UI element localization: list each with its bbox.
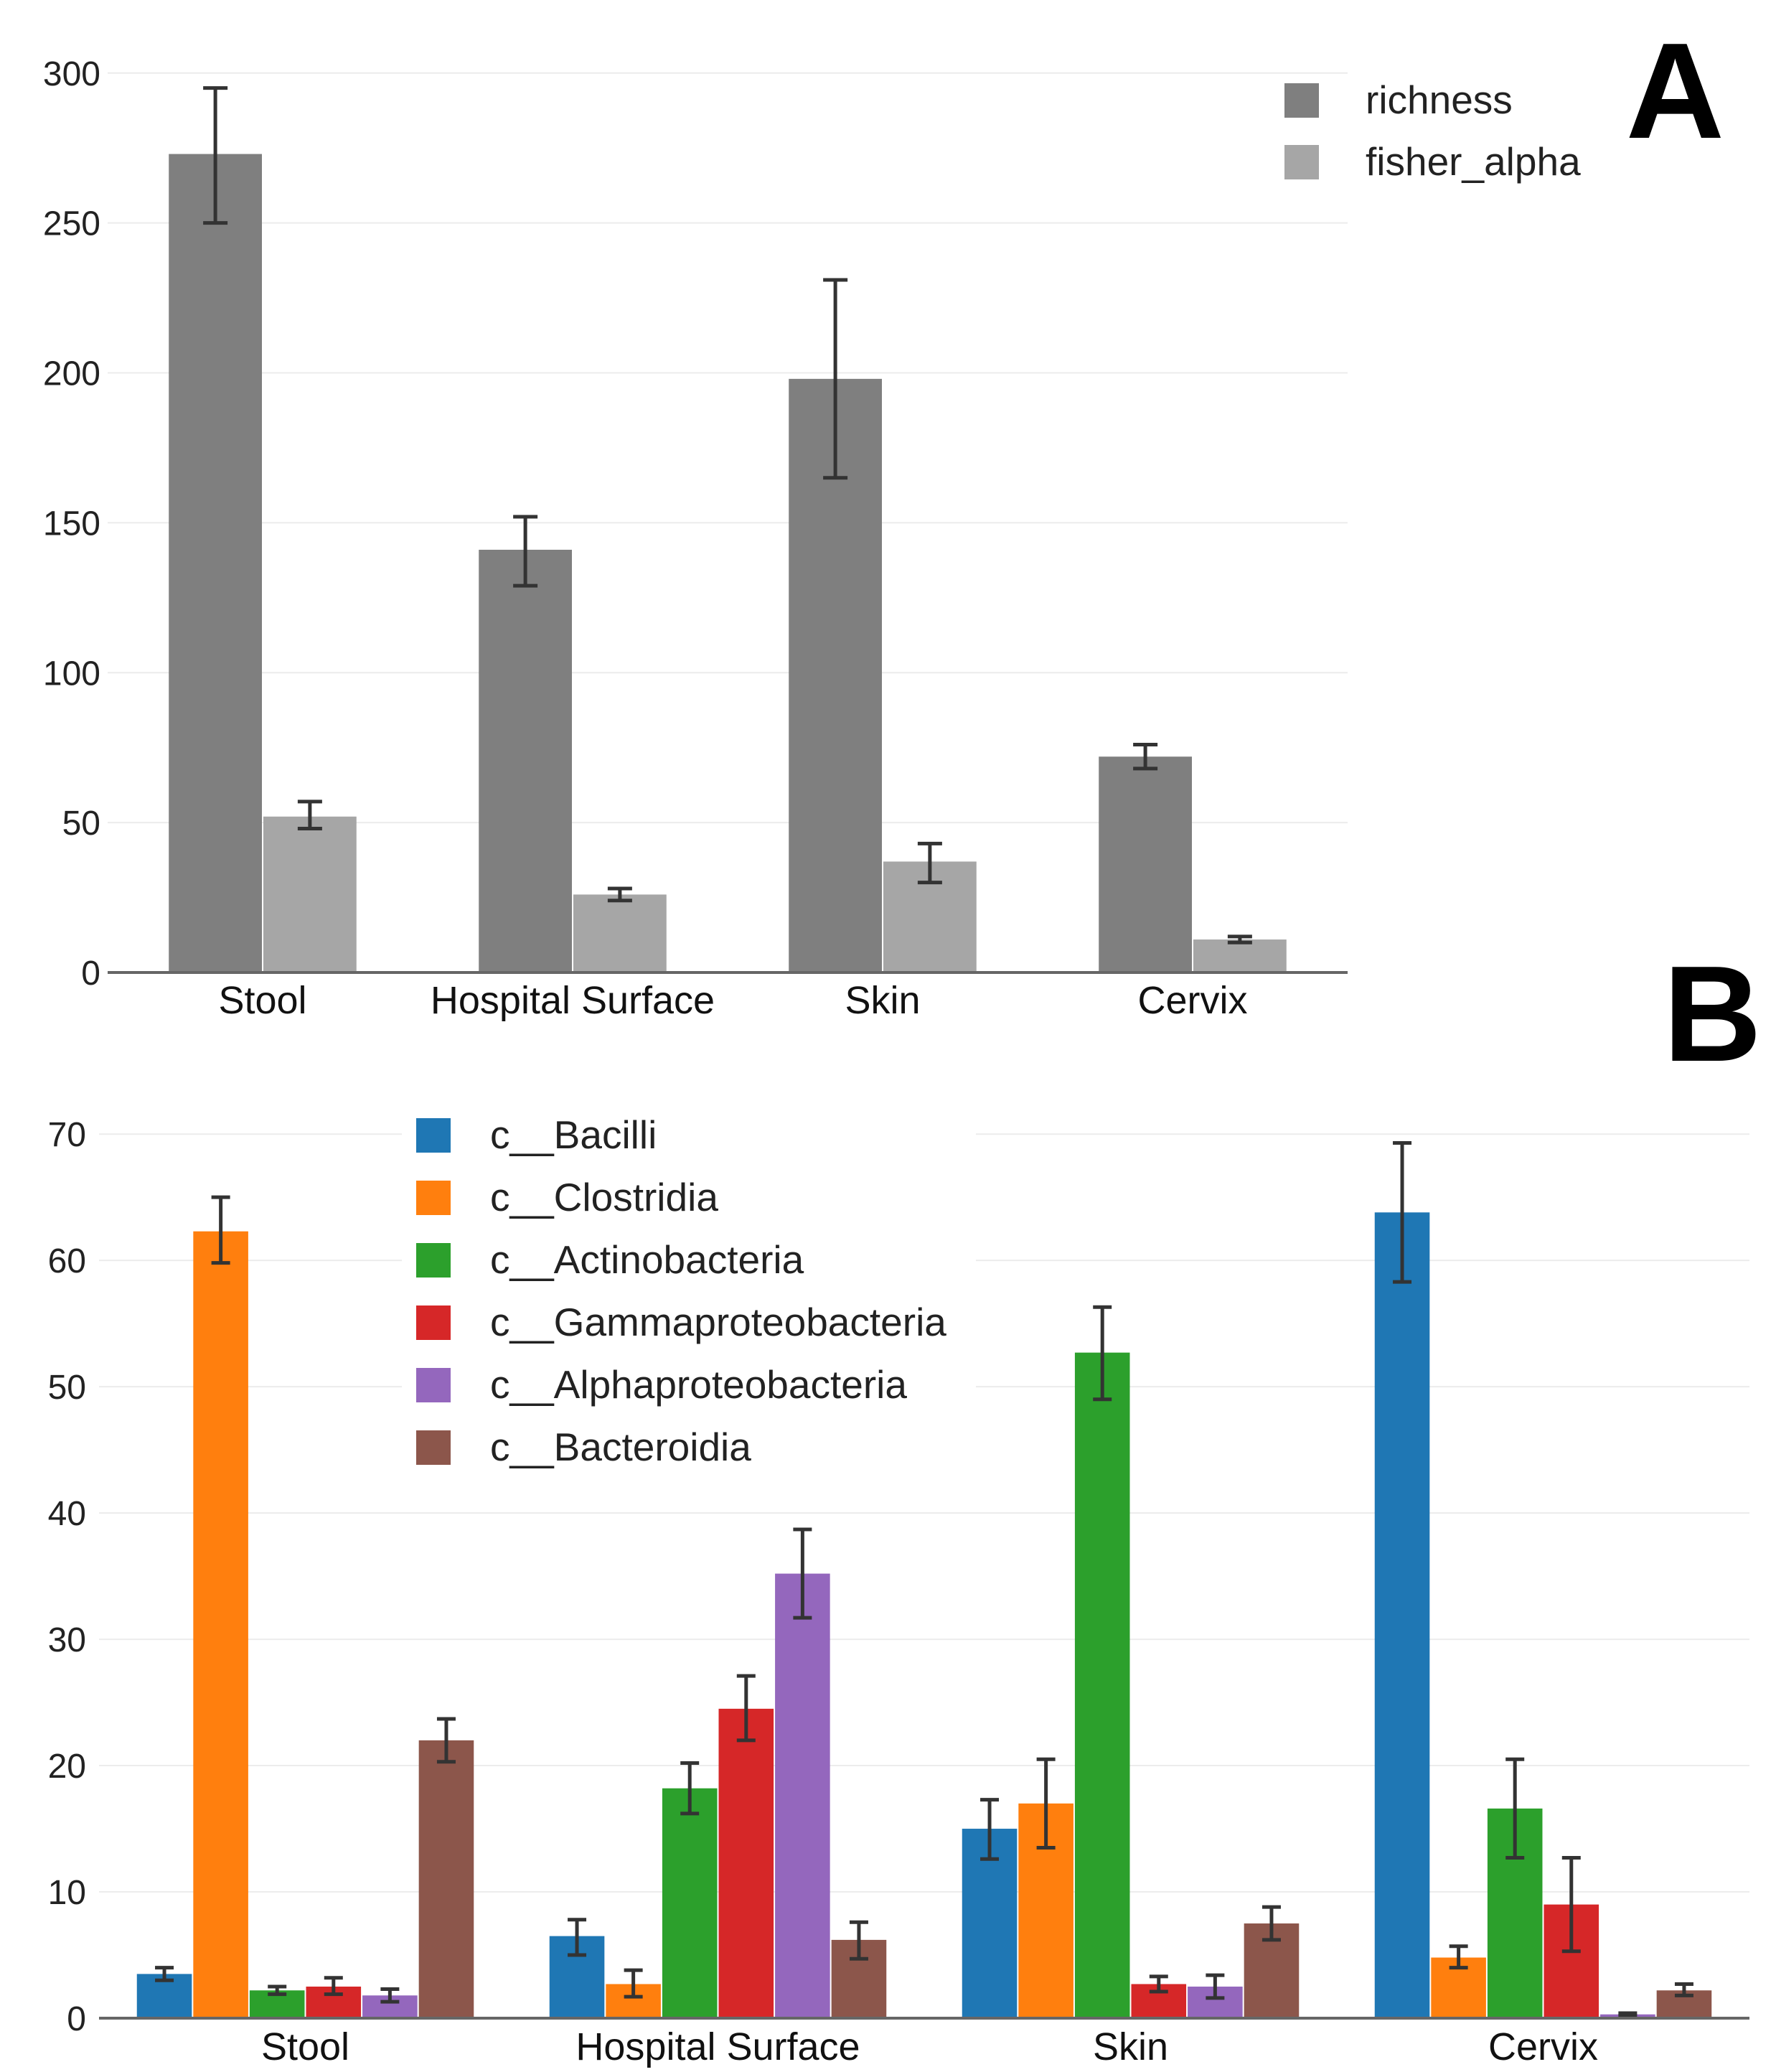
- chart-b: 0 10 20 30 40 50 60 70 Stool Hospital Surface Skin…: [48, 1105, 1749, 2068]
- y-tick-label: 150: [43, 505, 100, 543]
- legend-swatch: [416, 1181, 451, 1215]
- legend-swatch: [416, 1305, 451, 1340]
- bar-c--actinobacteria-skin: [1074, 1352, 1130, 2018]
- error-bar: [211, 1195, 230, 1265]
- error-bar: [1449, 1944, 1468, 1970]
- y-tick-label: 300: [43, 55, 100, 93]
- legend-swatch: [416, 1368, 451, 1402]
- legend: c__Bacilli c__Clostridia c__Actinobacteria…: [402, 1105, 976, 1478]
- error-bar: [1227, 934, 1252, 944]
- error-bar: [793, 1527, 812, 1620]
- x-category-label: Cervix: [1137, 979, 1247, 1022]
- legend-label: c__Gammaproteobacteria: [490, 1300, 946, 1344]
- x-category-label: Hospital Surface: [575, 2025, 860, 2068]
- error-bar: [917, 841, 942, 885]
- y-tick-label: 200: [43, 355, 100, 393]
- bar-c--alphaproteobacteria-hospital-surface: [775, 1573, 830, 2018]
- error-bar: [1261, 1905, 1281, 1942]
- error-bar: [680, 1761, 700, 1816]
- error-bar: [1036, 1757, 1056, 1850]
- x-category-label: Skin: [845, 979, 920, 1022]
- x-category-label: Cervix: [1488, 2025, 1598, 2068]
- error-bar: [849, 1920, 868, 1961]
- error-bar: [1149, 1974, 1168, 1994]
- y-tick-label: 20: [48, 1748, 86, 1786]
- legend-background: [402, 1105, 976, 1478]
- error-bar: [1206, 1973, 1225, 2000]
- bar-c--bacteroidia-stool: [418, 1740, 474, 2018]
- error-bar: [1618, 2011, 1638, 2017]
- error-bar: [980, 1798, 1000, 1861]
- error-bar: [823, 278, 848, 480]
- legend-label: c__Alphaproteobacteria: [490, 1362, 907, 1407]
- error-bar: [624, 1968, 643, 1999]
- bar-richness-stool: [169, 154, 262, 973]
- y-tick-label: 0: [81, 955, 100, 993]
- error-bar: [513, 515, 538, 588]
- legend-label: c__Bacilli: [490, 1112, 657, 1157]
- y-tick-label: 250: [43, 205, 100, 243]
- error-bar: [1393, 1141, 1412, 1284]
- y-tick-label: 30: [48, 1621, 86, 1659]
- error-bar: [1505, 1757, 1525, 1860]
- bar-c--bacilli-cervix: [1374, 1212, 1430, 2018]
- error-bar: [1561, 1856, 1581, 1954]
- legend-label: fisher_alpha: [1366, 139, 1581, 184]
- x-category-label: Skin: [1093, 2025, 1168, 2068]
- bar-c--actinobacteria-hospital-surface: [662, 1788, 718, 2018]
- legend-swatch: [416, 1243, 451, 1278]
- error-bar: [203, 86, 228, 225]
- legend-label: c__Actinobacteria: [490, 1237, 804, 1282]
- y-tick-label: 0: [67, 2000, 86, 2038]
- error-bar: [155, 1966, 174, 1982]
- y-tick-label: 60: [48, 1242, 86, 1280]
- legend-swatch: [1284, 145, 1319, 179]
- x-category-label: Stool: [218, 979, 306, 1022]
- y-tick-label: 100: [43, 655, 100, 693]
- legend-label: c__Clostridia: [490, 1175, 718, 1219]
- bar-c--gammaproteobacteria-hospital-surface: [718, 1708, 774, 2018]
- x-category-label: Stool: [261, 2025, 349, 2068]
- bar-c--clostridia-stool: [193, 1231, 248, 2018]
- bar-richness-hospital-surface: [479, 549, 572, 972]
- y-tick-label: 50: [62, 805, 100, 843]
- panel-label-a: A: [1626, 15, 1724, 167]
- legend-swatch: [416, 1430, 451, 1465]
- error-bar: [568, 1918, 587, 1957]
- error-bar: [380, 1987, 400, 2004]
- y-tick-label: 70: [48, 1116, 86, 1154]
- panel-label-b: B: [1663, 938, 1762, 1090]
- error-bar: [736, 1674, 756, 1743]
- legend-swatch: [1284, 83, 1319, 118]
- y-tick-label: 50: [48, 1369, 86, 1407]
- bar-fisher-alpha-hospital-surface: [573, 894, 667, 972]
- bar-richness-cervix: [1099, 756, 1192, 972]
- legend-swatch: [416, 1118, 451, 1153]
- chart-a: 0 50 100 150 200 250 300 Stool Hospital Surface S…: [43, 55, 1581, 1022]
- error-bar: [1133, 743, 1158, 771]
- legend-label: c__Bacteroidia: [490, 1425, 751, 1469]
- bar-fisher-alpha-stool: [263, 816, 357, 972]
- error-bar: [436, 1717, 456, 1764]
- legend-label: richness: [1366, 78, 1513, 122]
- error-bar: [607, 886, 632, 903]
- error-bar: [297, 800, 322, 830]
- y-tick-label: 40: [48, 1495, 86, 1533]
- bar-fisher-alpha-cervix: [1193, 939, 1287, 972]
- error-bar: [1674, 1982, 1693, 1997]
- error-bar: [324, 1976, 343, 1997]
- legend: richness fisher_alpha: [1284, 78, 1581, 184]
- error-bar: [268, 1984, 287, 1997]
- error-bar: [1093, 1305, 1112, 1402]
- x-category-label: Hospital Surface: [431, 979, 715, 1022]
- y-tick-label: 10: [48, 1874, 86, 1912]
